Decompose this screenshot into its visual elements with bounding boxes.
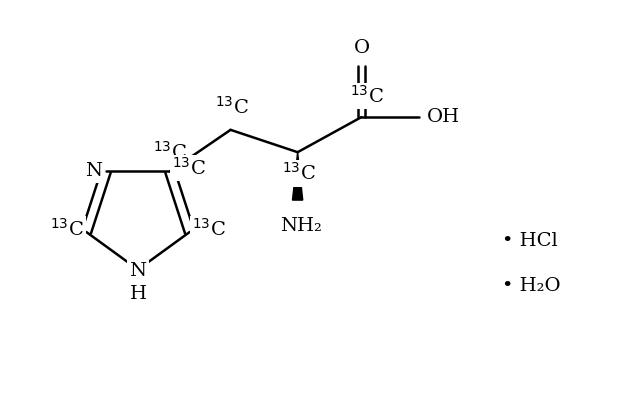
Polygon shape: [292, 152, 303, 200]
Text: N: N: [85, 162, 102, 180]
Text: $^{13}$C: $^{13}$C: [215, 96, 249, 118]
Text: N: N: [129, 262, 147, 280]
Text: $^{13}$C: $^{13}$C: [192, 218, 226, 240]
Text: H: H: [129, 285, 147, 303]
Text: $^{13}$C: $^{13}$C: [51, 218, 84, 240]
Text: N: N: [129, 262, 147, 280]
Text: O: O: [353, 39, 369, 57]
Text: • HCl: • HCl: [502, 232, 557, 250]
Text: • H₂O: • H₂O: [502, 277, 561, 294]
Text: $^{13}$C: $^{13}$C: [172, 157, 206, 179]
Text: $^{13}$C: $^{13}$C: [349, 85, 383, 107]
Text: $^{13}$C: $^{13}$C: [153, 141, 187, 163]
Text: NH₂: NH₂: [280, 217, 322, 234]
Text: OH: OH: [427, 108, 460, 126]
Text: $^{13}$C: $^{13}$C: [51, 218, 84, 240]
Text: H: H: [129, 285, 147, 303]
Text: $^{13}$C: $^{13}$C: [192, 218, 226, 240]
Text: N: N: [85, 162, 102, 180]
Text: $^{13}$C: $^{13}$C: [282, 162, 316, 184]
